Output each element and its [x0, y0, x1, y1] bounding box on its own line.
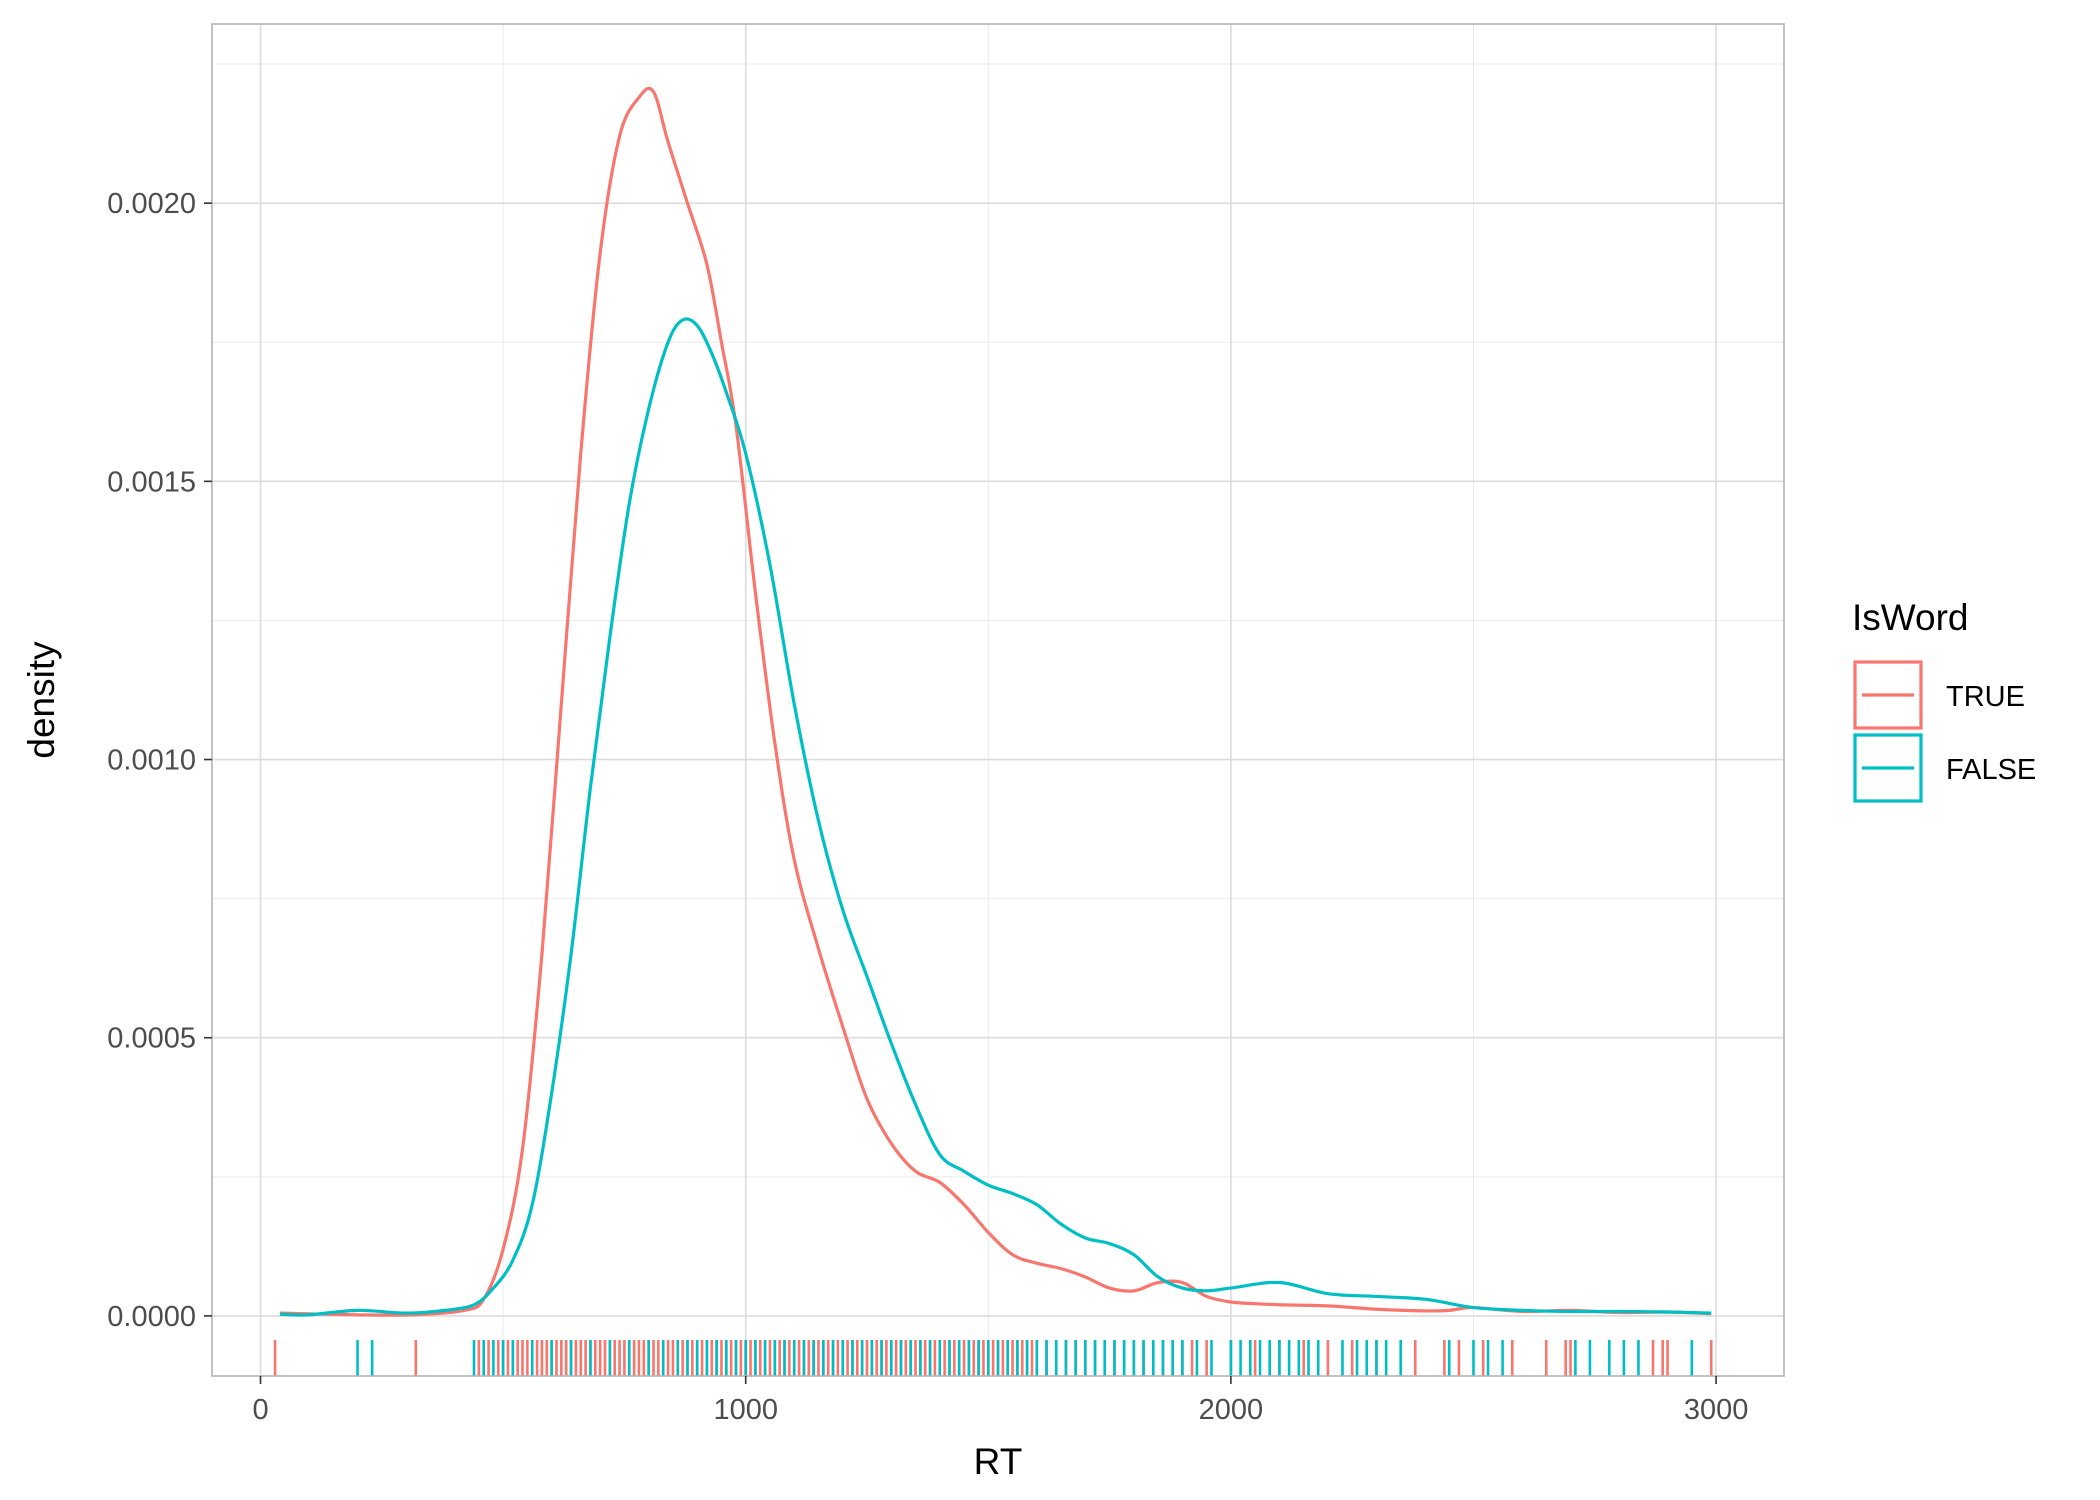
y-tick-label: 0.0005 [107, 1023, 196, 1055]
y-axis: 0.0000 0.0005 0.0010 0.0015 0.0020 [107, 188, 212, 1333]
y-axis-title: density [21, 641, 62, 759]
legend-label-false: FALSE [1946, 754, 2036, 786]
density-curves [279, 86, 1712, 1317]
legend: IsWord TRUE FALSE [1852, 597, 2036, 803]
plot-panel [212, 24, 1784, 1376]
legend-title: IsWord [1852, 597, 1969, 638]
x-tick-label: 1000 [713, 1394, 778, 1426]
density-line-false [279, 317, 1712, 1317]
x-axis-title: RT [974, 1441, 1023, 1482]
major-gridlines [212, 24, 1784, 1376]
plot-panel-border [211, 23, 1785, 1377]
y-tick-label: 0.0015 [107, 466, 196, 498]
y-tick-label: 0.0020 [107, 188, 196, 220]
density-line-true [279, 86, 1712, 1317]
x-tick-label: 3000 [1684, 1394, 1749, 1426]
x-tick-label: 2000 [1199, 1394, 1264, 1426]
y-tick-label: 0.0000 [107, 1301, 196, 1333]
y-tick-label: 0.0010 [107, 745, 196, 777]
x-axis: 0 1000 2000 3000 [252, 1376, 1748, 1426]
x-tick-label: 0 [252, 1394, 268, 1426]
minor-gridlines [212, 24, 1784, 1376]
rug-marks [273, 1340, 1713, 1376]
legend-label-true: TRUE [1946, 681, 2025, 713]
